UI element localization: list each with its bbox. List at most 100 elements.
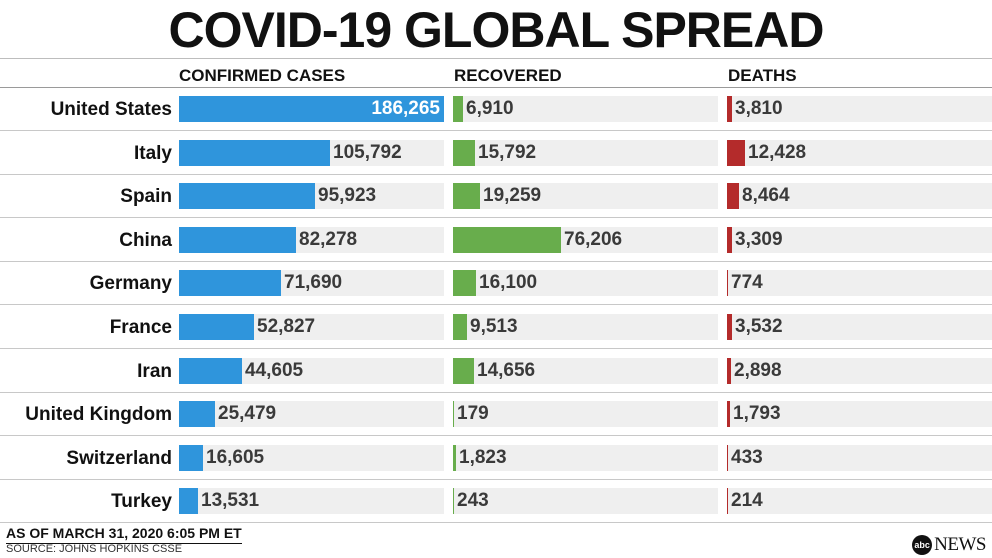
recovered-bar [453, 488, 454, 515]
recovered-value: 179 [457, 403, 489, 425]
recovered-bar [453, 444, 456, 471]
deaths-track: 1,793 [727, 401, 992, 428]
confirmed-bar [179, 183, 315, 210]
recovered-bar [453, 357, 474, 384]
deaths-value: 214 [731, 490, 763, 512]
country-label: Germany [89, 273, 172, 295]
confirmed-track: 13,531 [179, 488, 444, 515]
recovered-value: 6,910 [466, 98, 514, 119]
deaths-value: 433 [731, 446, 763, 468]
confirmed-track: 25,479 [179, 401, 444, 428]
recovered-value: 16,100 [479, 272, 538, 294]
row-divider [0, 522, 992, 524]
recovered-track: 16,100 [453, 270, 718, 297]
table-row: Switzerland 16,605 1,823 433 [0, 437, 992, 480]
confirmed-track: 71,690 [179, 270, 444, 297]
title-divider [0, 58, 992, 59]
confirmed-bar [179, 488, 198, 515]
deaths-value: 2,898 [734, 359, 782, 381]
country-label: Turkey [111, 491, 172, 513]
table-row: Italy 105,792 15,792 12,428 [0, 132, 992, 175]
confirmed-value: 44,605 [245, 359, 304, 381]
recovered-value: 9,513 [470, 316, 518, 337]
confirmed-track: 186,265 [179, 96, 444, 122]
recovered-track: 76,206 [453, 226, 718, 253]
deaths-track: 214 [727, 488, 992, 515]
confirmed-bar [179, 96, 444, 122]
row-divider [0, 348, 992, 349]
deaths-value: 12,428 [748, 141, 807, 163]
row-divider [0, 435, 992, 437]
footer-source: SOURCE: JOHNS HOPKINS CSSE [6, 543, 183, 555]
confirmed-value: 16,605 [206, 446, 265, 468]
recovered-bar [453, 226, 561, 253]
deaths-bar [727, 96, 732, 122]
row-divider [0, 130, 992, 131]
abc-news-logo: abc NEWS [912, 534, 986, 556]
confirmed-bar [179, 401, 215, 428]
recovered-track: 6,910 [453, 96, 718, 122]
table-row: Turkey 13,531 243 214 [0, 480, 992, 524]
country-label: United Kingdom [25, 404, 172, 426]
row-divider [0, 260, 992, 262]
recovered-value: 76,206 [564, 228, 623, 250]
recovered-track: 15,792 [453, 139, 718, 166]
recovered-bar [453, 96, 463, 122]
deaths-value: 1,793 [733, 403, 781, 425]
table-row: Spain 95,923 19,259 8,464 [0, 175, 992, 219]
header-deaths: DEATHS [728, 66, 797, 85]
confirmed-value: 95,923 [318, 185, 377, 207]
confirmed-bar [179, 444, 203, 471]
confirmed-track: 16,605 [179, 444, 444, 471]
confirmed-track: 52,827 [179, 314, 444, 340]
recovered-track: 14,656 [453, 357, 718, 384]
recovered-value: 1,823 [459, 446, 507, 468]
row-divider [0, 304, 992, 306]
deaths-bar [727, 314, 732, 340]
deaths-bar [727, 183, 739, 210]
confirmed-value: 13,531 [201, 490, 260, 512]
country-label: Switzerland [66, 447, 172, 469]
recovered-bar [453, 139, 475, 166]
header-confirmed: CONFIRMED CASES [179, 66, 346, 85]
deaths-bar [727, 488, 728, 515]
header-recovered: RECOVERED [454, 66, 562, 85]
recovered-bar [453, 183, 480, 210]
table-row: Germany 71,690 16,100 774 [0, 262, 992, 306]
deaths-track: 774 [727, 270, 992, 297]
table-row: Iran 44,605 14,656 2,898 [0, 350, 992, 393]
deaths-track: 3,532 [727, 314, 992, 340]
deaths-bar [727, 226, 732, 253]
confirmed-track: 95,923 [179, 183, 444, 210]
row-divider [0, 478, 992, 480]
recovered-value: 14,656 [477, 359, 536, 381]
country-label: Iran [137, 360, 172, 382]
recovered-track: 243 [453, 488, 718, 515]
deaths-bar [727, 270, 728, 297]
header-divider [0, 87, 992, 88]
deaths-track: 8,464 [727, 183, 992, 210]
deaths-bar [727, 357, 731, 384]
deaths-value: 774 [731, 272, 763, 294]
deaths-track: 433 [727, 444, 992, 471]
confirmed-value: 71,690 [284, 272, 343, 294]
recovered-track: 19,259 [453, 183, 718, 210]
confirmed-bar [179, 139, 330, 166]
deaths-track: 3,810 [727, 96, 992, 122]
confirmed-track: 105,792 [179, 139, 444, 166]
country-label: United States [50, 99, 172, 120]
deaths-value: 8,464 [742, 185, 790, 207]
confirmed-bar [179, 226, 296, 253]
country-label: China [119, 229, 172, 251]
chart-title: COVID-19 GLOBAL SPREAD [168, 2, 825, 58]
country-label: Italy [133, 142, 172, 164]
recovered-bar [453, 314, 467, 340]
row-divider [0, 217, 992, 219]
confirmed-track: 82,278 [179, 226, 444, 253]
recovered-value: 19,259 [483, 185, 542, 207]
table-row: United Kingdom 25,479 179 1,793 [0, 393, 992, 437]
recovered-bar [453, 270, 476, 297]
confirmed-value: 25,479 [218, 403, 277, 425]
recovered-track: 9,513 [453, 314, 718, 340]
row-divider [0, 173, 992, 175]
